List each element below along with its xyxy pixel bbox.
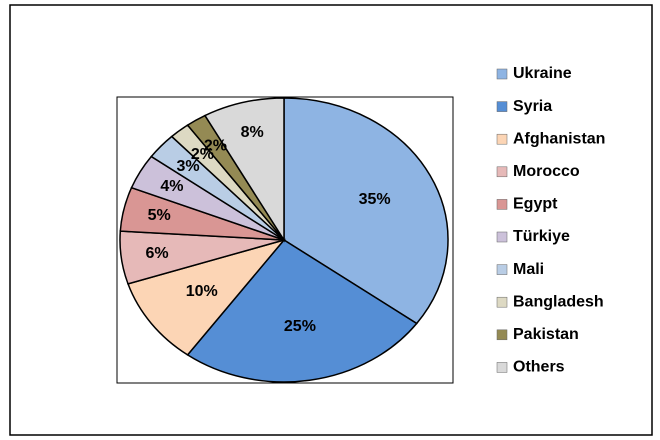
data-label: 8%: [241, 124, 264, 141]
data-label: 6%: [146, 245, 169, 262]
legend-swatch: [496, 101, 508, 112]
pie-slice: [203, 97, 285, 243]
legend-swatch: [496, 68, 508, 80]
pie-slice: [283, 97, 449, 325]
legend-swatch: [496, 231, 508, 243]
legend-label: Ukraine: [513, 65, 572, 82]
data-label: 10%: [186, 283, 218, 300]
data-label: 2%: [204, 138, 227, 155]
data-label: 25%: [284, 318, 316, 335]
legend-swatch: [496, 296, 508, 308]
legend-label: Türkiye: [513, 228, 570, 245]
legend-label: Syria: [513, 98, 552, 115]
pie-slice: [186, 239, 418, 383]
legend-swatch: [496, 199, 508, 210]
plot-area: [116, 96, 454, 384]
data-label: 5%: [148, 207, 171, 224]
legend-label: Morocco: [513, 163, 580, 180]
legend-swatch: [496, 166, 508, 178]
legend-label: Egypt: [513, 196, 558, 213]
legend-label: Mali: [513, 261, 544, 278]
data-label: 35%: [359, 191, 391, 208]
data-label: 2%: [191, 146, 214, 163]
legend-label: Others: [513, 359, 565, 376]
legend-swatch: [496, 133, 508, 145]
legend-label: Afghanistan: [513, 130, 605, 147]
legend-swatch: [496, 362, 508, 373]
data-label: 3%: [176, 158, 199, 175]
legend-swatch: [496, 264, 508, 275]
legend-label: Bangladesh: [513, 293, 604, 310]
legend-label: Pakistan: [513, 326, 579, 343]
pie-slice: [127, 238, 287, 356]
data-label: 4%: [160, 178, 183, 195]
legend-swatch: [496, 329, 508, 341]
